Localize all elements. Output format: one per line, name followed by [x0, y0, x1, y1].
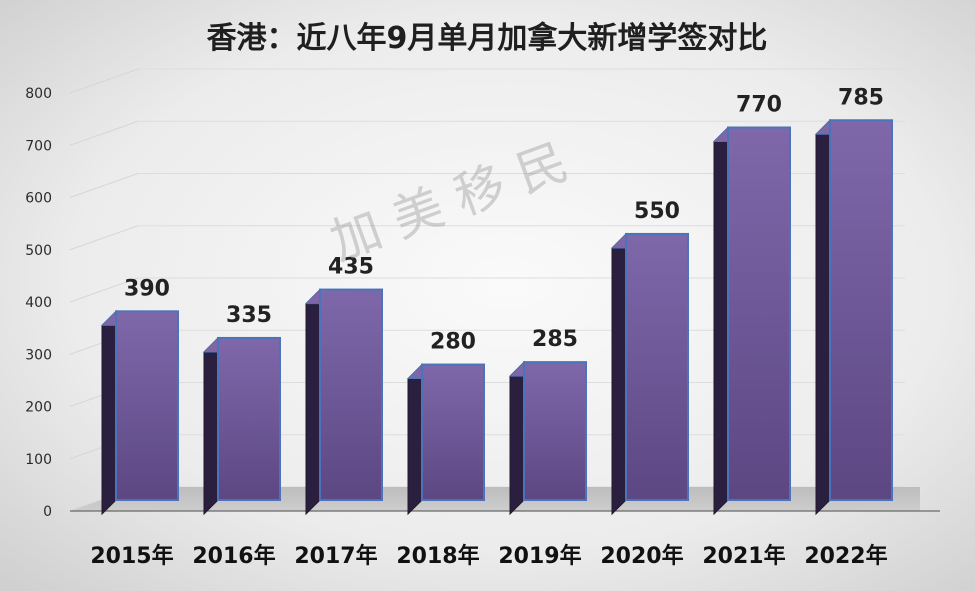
x-tick-label: 2018年 [396, 543, 479, 569]
x-tick-label: 2015年 [90, 543, 173, 569]
bar-side [815, 119, 831, 516]
bar-side [611, 232, 627, 516]
x-tick-label: 2016年 [192, 543, 275, 569]
bar-2020年 [625, 232, 689, 501]
bar-side [407, 363, 423, 516]
chart-title: 香港：近八年9月单月加拿大新增学签对比 [207, 21, 768, 56]
bar-side [101, 310, 117, 516]
bar-side [509, 360, 525, 516]
data-label: 770 [736, 93, 782, 118]
y-tick-label: 0 [43, 504, 52, 520]
grid-line-700 [69, 120, 139, 146]
data-label: 280 [430, 330, 476, 355]
bar-group [610, 232, 690, 516]
y-tick-label: 800 [25, 86, 52, 102]
x-tick-label: 2021年 [702, 543, 785, 569]
grid-line-500 [69, 225, 139, 251]
y-tick-label: 700 [25, 138, 52, 154]
bar-2022年 [829, 119, 893, 501]
bar-group [406, 363, 486, 516]
bar-2019年 [523, 361, 587, 501]
bar-side [713, 126, 729, 516]
chart-floor [70, 487, 920, 511]
grid-line-600 [69, 173, 139, 198]
bar-2017年 [319, 288, 383, 501]
x-tick-label: 2022年 [804, 543, 887, 569]
y-axis: 0 100 200 300 400 500 600 700 800 [25, 86, 52, 520]
bar-group [304, 288, 384, 516]
bar-group [814, 119, 894, 516]
x-tick-label: 2020年 [600, 543, 683, 569]
data-label-layer: 390 335 435 280 285 550 770 785 [124, 85, 884, 354]
x-tick-label: 2017年 [294, 543, 377, 569]
data-label: 550 [634, 199, 680, 224]
data-label: 390 [124, 276, 170, 301]
bar-group [202, 336, 282, 516]
grid-line-800 [69, 68, 139, 94]
bar-layer [100, 119, 894, 516]
bar-group [508, 360, 588, 516]
data-label: 285 [532, 327, 578, 352]
x-tick-label: 2019年 [498, 543, 581, 569]
y-tick-label: 600 [25, 191, 52, 207]
y-tick-label: 300 [25, 347, 52, 363]
bar-side [305, 288, 321, 516]
data-label: 785 [838, 85, 884, 110]
y-tick-label: 100 [25, 452, 52, 468]
data-label: 435 [328, 255, 374, 280]
grid-line-400 [69, 277, 139, 303]
bar-2018年 [421, 363, 485, 501]
y-tick-label: 400 [25, 295, 52, 311]
bar-group [712, 126, 792, 516]
bar-2016年 [217, 336, 281, 501]
bar-group [100, 310, 180, 516]
y-tick-label: 200 [25, 400, 52, 416]
data-label: 335 [226, 303, 272, 328]
bar-2021年 [727, 126, 791, 501]
x-axis: 2015年 2016年 2017年 2018年 2019年 2020年 2021年 2022年 [90, 543, 887, 569]
floor-layer [70, 487, 940, 512]
bar-side [203, 336, 219, 516]
y-tick-label: 500 [25, 243, 52, 259]
bar-2015年 [115, 310, 179, 501]
